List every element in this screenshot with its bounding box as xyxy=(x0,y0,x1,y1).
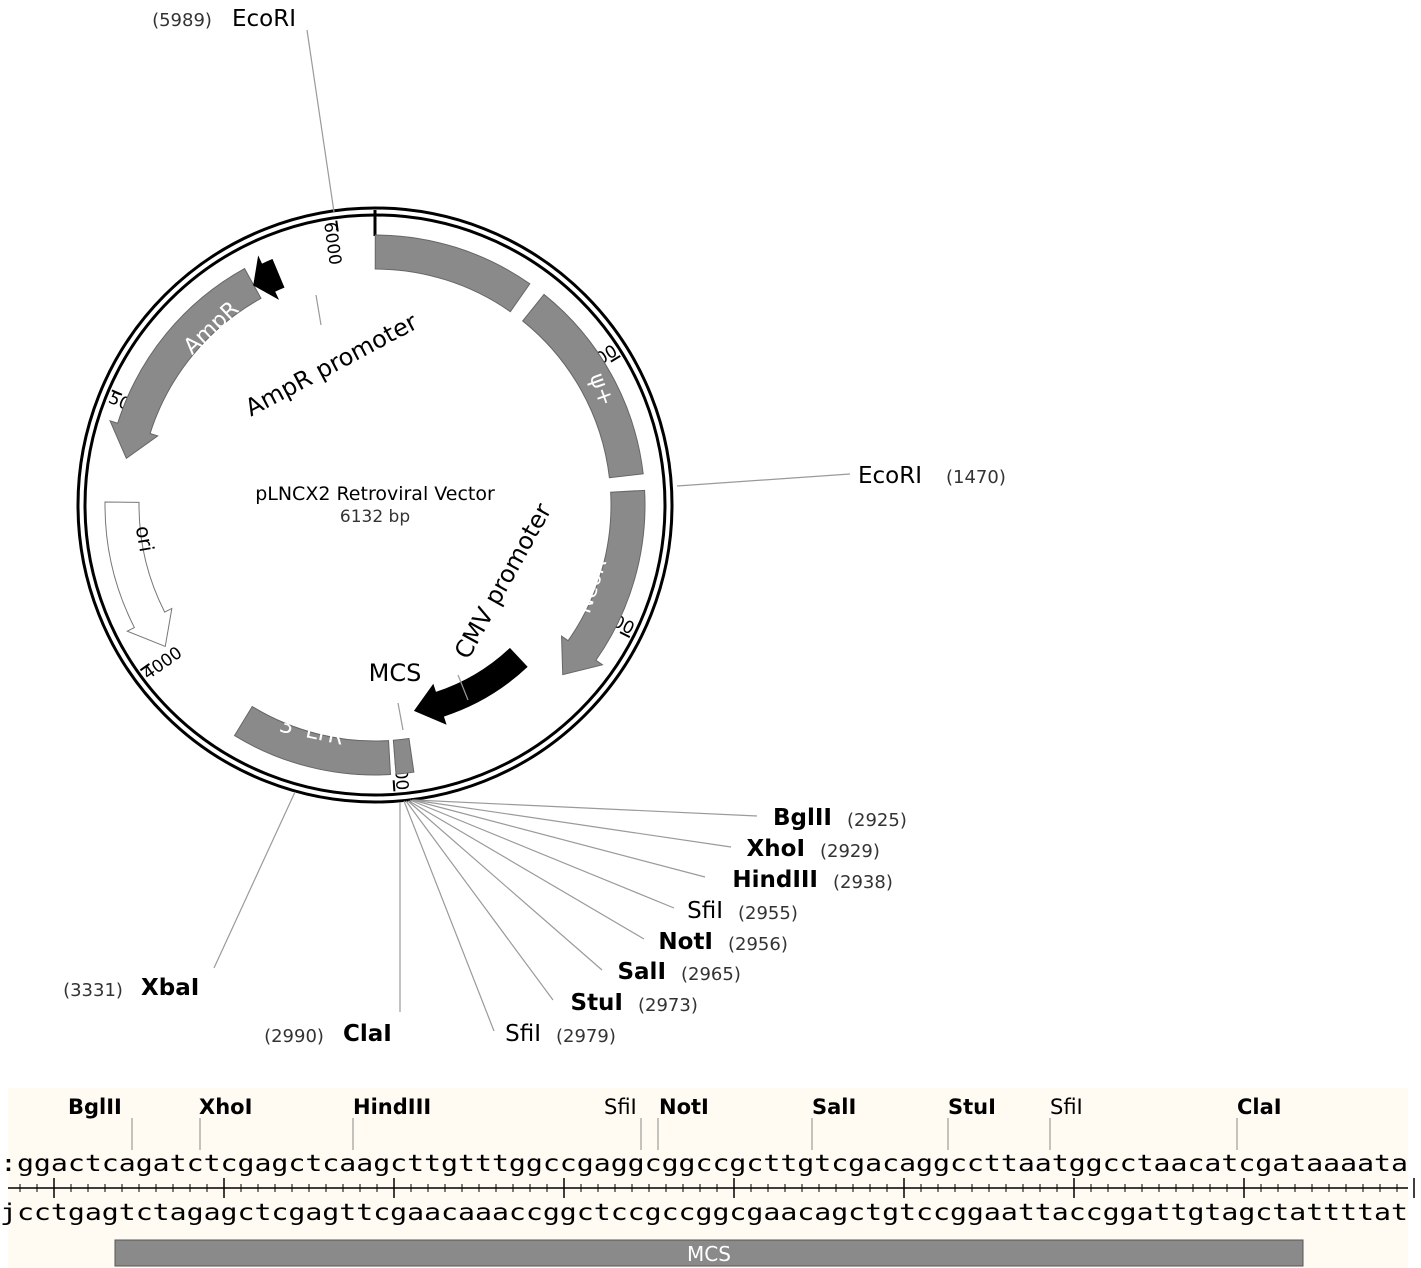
site-pos-hindiii: (2938) xyxy=(833,872,893,893)
mcs-feature-label: MCS xyxy=(687,1242,731,1266)
site-name-sali: SalI xyxy=(617,959,666,985)
site-pos-xbai: (3331) xyxy=(63,980,123,1001)
seq-site-bglii: BglII xyxy=(68,1095,122,1119)
seq-site-sali: SalI xyxy=(812,1095,856,1119)
site-leader-line xyxy=(408,800,645,940)
feature-neor xyxy=(561,489,646,676)
site-leader-line xyxy=(413,799,758,817)
site-leader-line xyxy=(405,800,554,1001)
site-pos-sfii-2979: (2979) xyxy=(556,1026,616,1047)
site-leader-line xyxy=(457,674,469,701)
site-name-bglii: BglII xyxy=(773,805,832,831)
site-name-sfii-2979: SfiI xyxy=(505,1021,541,1047)
sequence-panel xyxy=(8,1088,1408,1268)
seq-site-clai: ClaI xyxy=(1237,1095,1282,1119)
site-name-sfii-2955: SfiI xyxy=(687,898,723,924)
tick-mark-1000 xyxy=(610,355,621,363)
seq-site-xhoi: XhoI xyxy=(199,1095,252,1119)
site-leader-line xyxy=(213,791,296,969)
site-pos-xhoi: (2929) xyxy=(820,841,880,862)
site-name-ecori-1470: EcoRI xyxy=(858,463,922,489)
site-leader-line xyxy=(315,294,322,326)
site-leader-line xyxy=(412,799,732,848)
tick-mark-5000 xyxy=(111,389,123,396)
site-name-clai: ClaI xyxy=(343,1021,392,1047)
site-pos-clai: (2990) xyxy=(264,1026,324,1047)
feature-mcs xyxy=(392,737,415,775)
site-pos-ecori-1470: (1470) xyxy=(946,467,1006,488)
seq-site-hindiii: HindIII xyxy=(353,1095,431,1119)
site-leader-line xyxy=(409,799,675,909)
site-leader-line xyxy=(407,800,603,971)
seq-site-noti: NotI xyxy=(659,1095,709,1119)
tick-mark-4000 xyxy=(139,663,150,672)
site-pos-sfii-2955: (2955) xyxy=(738,903,798,924)
feature-ampr-promoter xyxy=(253,255,285,300)
site-name-xbai: XbaI xyxy=(141,975,199,1001)
tick-mark-2000 xyxy=(619,631,631,639)
site-pos-stui: (2973) xyxy=(638,995,698,1016)
feature- xyxy=(522,293,644,479)
site-name-noti: NotI xyxy=(658,929,713,955)
feature-ampr xyxy=(109,267,262,460)
feature-5-ltr xyxy=(374,234,531,313)
seq-site-sfii-1: SfiI xyxy=(604,1095,637,1119)
site-name-xhoi: XhoI xyxy=(747,836,805,862)
feature-ori xyxy=(104,501,173,648)
map-title: pLNCX2 Retroviral Vector xyxy=(255,483,495,505)
plasmid-backbone xyxy=(76,206,674,804)
site-pos-sali: (2965) xyxy=(681,964,741,985)
site-pos-ecori-5989: (5989) xyxy=(152,10,212,31)
seq-site-sfii-2: SfiI xyxy=(1050,1095,1083,1119)
site-leader-line xyxy=(403,800,495,1032)
sequence-ruler xyxy=(8,1178,1415,1198)
site-name-hindiii: HindIII xyxy=(732,867,818,893)
sequence-bottom-strand: jcctgagtctagagctcgagttcgaacaaaccggctccgc… xyxy=(0,1200,1408,1226)
tick-mark-6000 xyxy=(335,220,339,232)
site-name-stui: StuI xyxy=(571,990,624,1016)
sequence-top-strand: :ggactcagatctcgagctcaagcttgtttggccgaggcg… xyxy=(0,1151,1408,1177)
site-leader-line xyxy=(411,799,706,878)
site-name-ecori-5989: EcoRI xyxy=(232,6,296,32)
site-pos-bglii: (2925) xyxy=(847,810,907,831)
site-leader-line xyxy=(306,29,335,213)
site-leader-line xyxy=(676,473,851,487)
seq-site-stui: StuI xyxy=(948,1095,996,1119)
feature-3-ltr xyxy=(233,705,392,776)
site-pos-noti: (2956) xyxy=(728,934,788,955)
feature-label-ori: ori xyxy=(131,524,159,554)
site-leader-line xyxy=(397,702,404,731)
feature-cmv-promoter xyxy=(413,647,528,725)
feature-label-mcs: MCS xyxy=(369,659,422,687)
map-size: 6132 bp xyxy=(340,507,410,527)
tick-mark-3000 xyxy=(392,780,396,792)
mcs-feature-bar xyxy=(114,1239,1304,1267)
